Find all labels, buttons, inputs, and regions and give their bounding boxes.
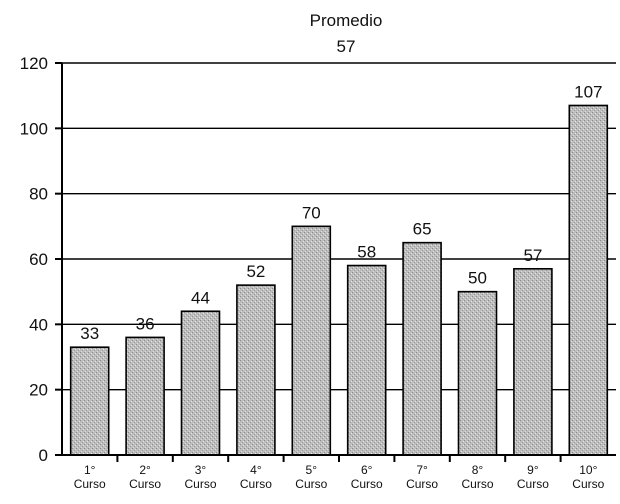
y-tick-label: 0	[39, 446, 48, 465]
data-label: 70	[302, 203, 321, 222]
y-tick-label: 100	[20, 119, 48, 138]
bar	[180, 310, 221, 456]
chart-subtitle: 57	[337, 37, 356, 56]
data-label: 36	[136, 314, 155, 333]
x-axis-ticks: 1° Curso 2° Curso 3° Curso 4° Curso 5° Curso 6° Cur…	[74, 455, 605, 491]
x-tick-label: 10° Curso	[572, 463, 604, 491]
x-tick-label: 5° Curso	[295, 463, 327, 491]
x-tick-label: 6° Curso	[351, 463, 383, 491]
bars	[69, 104, 609, 456]
bar	[69, 346, 110, 456]
data-label: 107	[574, 82, 602, 101]
data-label: 50	[468, 269, 487, 288]
y-tick-label: 40	[29, 315, 48, 334]
y-tick-label: 80	[29, 185, 48, 204]
x-tick-label: 3° Curso	[184, 463, 216, 491]
x-tick-label: 4° Curso	[240, 463, 272, 491]
y-tick-label: 20	[29, 381, 48, 400]
chart-title: Promedio	[310, 11, 383, 30]
y-tick-label: 120	[20, 54, 48, 73]
bar	[457, 290, 498, 456]
x-tick-label: 1° Curso	[74, 463, 106, 491]
data-label: 57	[523, 246, 542, 265]
data-label: 65	[413, 220, 432, 239]
x-tick-label: 9° Curso	[517, 463, 549, 491]
data-label: 33	[80, 324, 99, 343]
bar	[402, 241, 442, 456]
bar	[125, 336, 165, 456]
data-labels: 33 36 44 52 70 58 65 50 57 107	[80, 82, 602, 343]
data-label: 58	[357, 243, 376, 262]
y-axis-ticks: 0 20 40 60 80 100 120	[20, 54, 62, 465]
bar	[568, 104, 609, 456]
data-label: 44	[191, 288, 210, 307]
x-tick-label: 2° Curso	[129, 463, 161, 491]
y-tick-label: 60	[29, 250, 48, 269]
bar	[236, 284, 276, 456]
bar	[291, 225, 332, 456]
data-label: 52	[246, 262, 265, 281]
x-tick-label: 8° Curso	[461, 463, 493, 491]
bar	[513, 267, 553, 456]
bar	[346, 264, 387, 456]
x-tick-label: 7° Curso	[406, 463, 438, 491]
